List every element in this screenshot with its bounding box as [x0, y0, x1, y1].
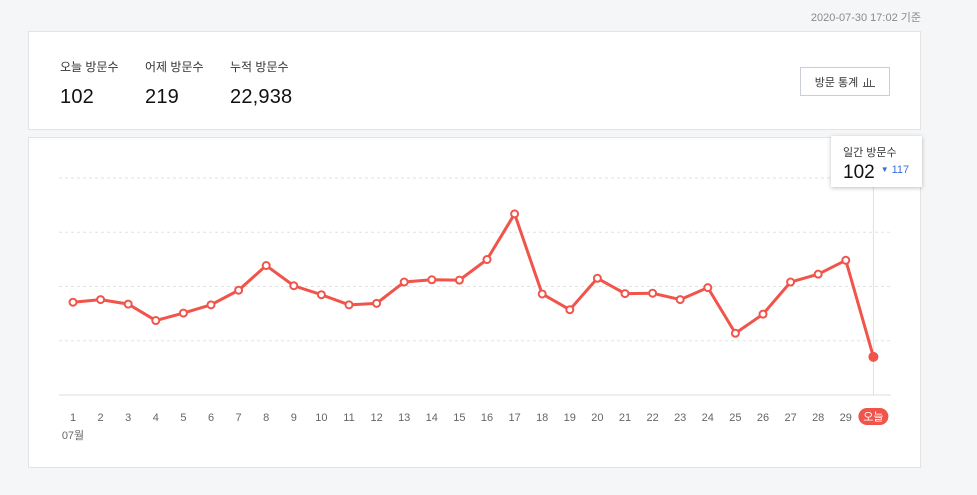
today-visits-label: 오늘 방문수 — [60, 60, 119, 74]
today-badge — [858, 408, 889, 425]
data-point — [68, 297, 78, 307]
tooltip-label: 일간 방문수 — [843, 147, 897, 159]
yesterday-visits-value: 219 — [145, 86, 179, 108]
x-tick-label: 28 — [812, 412, 824, 424]
data-point — [675, 295, 685, 305]
x-tick-label: 24 — [702, 412, 714, 424]
data-point — [565, 305, 575, 315]
tooltip-value: 102 — [843, 162, 875, 183]
data-point — [96, 295, 106, 305]
data-point — [151, 316, 161, 326]
yesterday-visits-stat: 어제 방문수 219 — [145, 58, 204, 109]
data-point — [841, 255, 851, 265]
data-point — [399, 277, 409, 287]
x-tick-label: 23 — [674, 412, 686, 424]
x-tick-label: 20 — [591, 412, 603, 424]
daily-visits-chart: 1 2 3 4 5 6 7 8 9 10 11 12 13 14 15 16 17 18 19 20 21 22 23 24 2… — [59, 177, 891, 442]
data-point — [537, 289, 547, 299]
x-tick-label: 13 — [398, 412, 410, 424]
daily-visits-chart-card: 1 2 3 4 5 6 7 8 9 10 11 12 13 14 15 16 17 18 19 20 21 22 23 24 2… — [28, 137, 921, 468]
total-visits-value: 22,938 — [230, 86, 293, 108]
data-point — [344, 300, 354, 310]
yesterday-visits-label: 어제 방문수 — [145, 60, 204, 74]
data-point — [592, 273, 602, 283]
data-point — [316, 290, 326, 300]
x-tick-label: 16 — [481, 412, 493, 424]
x-tick-label-today: 오늘 — [863, 411, 883, 424]
total-visits-stat: 누적 방문수 22,938 — [230, 58, 292, 109]
data-point — [206, 300, 216, 310]
data-point — [813, 269, 823, 279]
x-tick-label: 2 — [98, 412, 104, 424]
data-point — [178, 308, 188, 318]
data-point — [786, 277, 796, 287]
data-point — [482, 255, 492, 265]
x-tick-label: 11 — [343, 412, 354, 424]
x-tick-label: 29 — [840, 412, 852, 424]
data-point — [758, 309, 768, 319]
visit-stats-button[interactable]: 방문 통계 — [800, 67, 890, 96]
daily-visits-tooltip: 일간 방문수 102 ▼ 117 — [831, 136, 922, 187]
tooltip-compare-value: 117 — [891, 164, 910, 176]
x-tick-label: 8 — [263, 412, 269, 424]
x-tick-label: 27 — [784, 412, 796, 424]
data-point — [427, 275, 437, 285]
x-tick-label: 22 — [646, 412, 658, 424]
x-tick-label: 18 — [536, 412, 548, 424]
x-tick-label: 21 — [619, 412, 631, 424]
data-point — [730, 328, 740, 338]
data-point — [620, 289, 630, 299]
x-tick-label: 10 — [315, 412, 327, 424]
data-point — [648, 288, 658, 298]
data-point — [372, 298, 382, 308]
total-visits-label: 누적 방문수 — [230, 60, 289, 74]
x-tick-label: 19 — [564, 412, 576, 424]
data-point — [510, 209, 520, 219]
data-point — [454, 275, 464, 285]
visitor-summary-card: 오늘 방문수 102 어제 방문수 219 누적 방문수 22,938 방문 통… — [28, 31, 921, 130]
x-tick-label: 3 — [125, 412, 131, 424]
x-tick-label: 4 — [153, 412, 159, 424]
data-point — [289, 281, 299, 291]
x-tick-label: 7 — [236, 412, 242, 424]
timestamp: 2020-07-30 17:02 기준 — [810, 12, 921, 24]
x-tick-label: 9 — [291, 412, 297, 424]
series-line — [72, 212, 875, 358]
data-point — [261, 261, 271, 271]
data-point — [234, 285, 244, 295]
today-visits-stat: 오늘 방문수 102 — [60, 58, 119, 109]
x-tick-label: 6 — [208, 412, 214, 424]
bar-chart-icon — [863, 78, 876, 87]
x-tick-label: 12 — [370, 412, 382, 424]
visit-stats-button-label: 방문 통계 — [814, 76, 859, 89]
x-tick-label: 14 — [426, 412, 438, 424]
x-month-label: 07월 — [62, 429, 84, 442]
data-point — [123, 299, 133, 309]
x-tick-label: 1 — [70, 412, 76, 424]
today-visits-value: 102 — [60, 86, 94, 108]
x-tick-label: 15 — [453, 412, 465, 424]
x-tick-label: 26 — [757, 412, 769, 424]
down-triangle-icon: ▼ — [880, 165, 889, 174]
x-tick-label: 5 — [180, 412, 186, 424]
highlighted-data-point — [868, 351, 879, 362]
x-tick-label: 17 — [508, 412, 520, 424]
x-tick-label: 25 — [729, 412, 741, 424]
data-point — [703, 283, 713, 293]
